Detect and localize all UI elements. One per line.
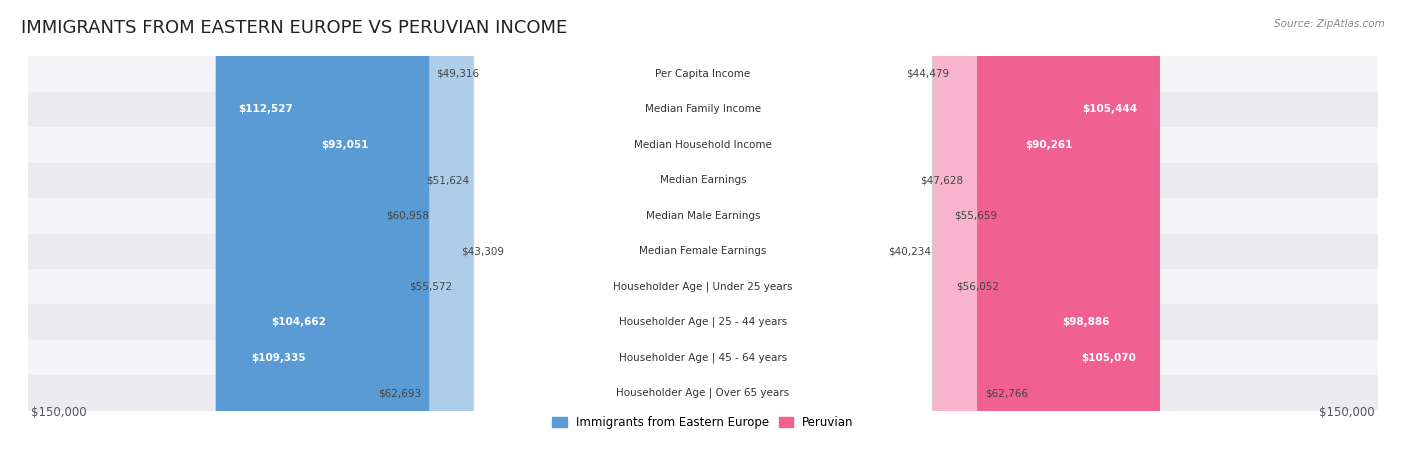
FancyBboxPatch shape: [474, 0, 932, 467]
FancyBboxPatch shape: [28, 269, 1378, 304]
Text: $43,309: $43,309: [461, 246, 505, 256]
FancyBboxPatch shape: [697, 0, 948, 467]
FancyBboxPatch shape: [28, 234, 1378, 269]
FancyBboxPatch shape: [299, 0, 709, 467]
FancyBboxPatch shape: [697, 0, 880, 467]
FancyBboxPatch shape: [477, 0, 709, 467]
Text: $93,051: $93,051: [322, 140, 368, 150]
Text: $62,693: $62,693: [378, 388, 422, 398]
Text: $150,000: $150,000: [1319, 406, 1375, 419]
FancyBboxPatch shape: [28, 198, 1378, 234]
Text: Householder Age | 45 - 64 years: Householder Age | 45 - 64 years: [619, 353, 787, 363]
Text: $55,572: $55,572: [409, 282, 451, 292]
Text: Median Family Income: Median Family Income: [645, 104, 761, 114]
FancyBboxPatch shape: [429, 0, 709, 467]
FancyBboxPatch shape: [215, 0, 709, 467]
Text: Householder Age | Under 25 years: Householder Age | Under 25 years: [613, 282, 793, 292]
Text: Median Female Earnings: Median Female Earnings: [640, 246, 766, 256]
FancyBboxPatch shape: [697, 0, 898, 467]
FancyBboxPatch shape: [474, 0, 932, 467]
Text: $49,316: $49,316: [436, 69, 479, 79]
Legend: Immigrants from Eastern Europe, Peruvian: Immigrants from Eastern Europe, Peruvian: [547, 411, 859, 433]
Text: $112,527: $112,527: [238, 104, 292, 114]
Text: $62,766: $62,766: [984, 388, 1028, 398]
Text: IMMIGRANTS FROM EASTERN EUROPE VS PERUVIAN INCOME: IMMIGRANTS FROM EASTERN EUROPE VS PERUVI…: [21, 19, 568, 37]
FancyBboxPatch shape: [28, 56, 1378, 92]
FancyBboxPatch shape: [474, 0, 932, 467]
Text: Householder Age | 25 - 44 years: Householder Age | 25 - 44 years: [619, 317, 787, 327]
FancyBboxPatch shape: [697, 0, 1095, 467]
FancyBboxPatch shape: [28, 304, 1378, 340]
Text: Median Male Earnings: Median Male Earnings: [645, 211, 761, 221]
FancyBboxPatch shape: [229, 0, 709, 467]
FancyBboxPatch shape: [437, 0, 709, 467]
FancyBboxPatch shape: [486, 0, 709, 467]
Text: $56,052: $56,052: [956, 282, 1000, 292]
FancyBboxPatch shape: [474, 0, 932, 467]
Text: $40,234: $40,234: [889, 246, 931, 256]
Text: $60,958: $60,958: [385, 211, 429, 221]
Text: Householder Age | Over 65 years: Householder Age | Over 65 years: [616, 388, 790, 398]
FancyBboxPatch shape: [28, 127, 1378, 163]
Text: $105,444: $105,444: [1083, 104, 1137, 114]
FancyBboxPatch shape: [697, 0, 912, 467]
FancyBboxPatch shape: [460, 0, 709, 467]
Text: $150,000: $150,000: [31, 406, 87, 419]
FancyBboxPatch shape: [474, 0, 932, 467]
Text: $105,070: $105,070: [1081, 353, 1136, 363]
Text: Median Household Income: Median Household Income: [634, 140, 772, 150]
Text: $44,479: $44,479: [907, 69, 949, 79]
Text: $109,335: $109,335: [252, 353, 307, 363]
FancyBboxPatch shape: [474, 0, 932, 467]
Text: $55,659: $55,659: [955, 211, 997, 221]
FancyBboxPatch shape: [512, 0, 709, 467]
FancyBboxPatch shape: [697, 0, 1159, 467]
FancyBboxPatch shape: [28, 92, 1378, 127]
FancyBboxPatch shape: [249, 0, 709, 467]
FancyBboxPatch shape: [28, 163, 1378, 198]
FancyBboxPatch shape: [28, 340, 1378, 375]
FancyBboxPatch shape: [474, 0, 932, 467]
Text: $51,624: $51,624: [426, 175, 470, 185]
FancyBboxPatch shape: [697, 0, 946, 467]
FancyBboxPatch shape: [28, 375, 1378, 411]
Text: $47,628: $47,628: [920, 175, 963, 185]
Text: $104,662: $104,662: [271, 317, 326, 327]
FancyBboxPatch shape: [697, 0, 1132, 467]
Text: Per Capita Income: Per Capita Income: [655, 69, 751, 79]
Text: $98,886: $98,886: [1062, 317, 1109, 327]
Text: Source: ZipAtlas.com: Source: ZipAtlas.com: [1274, 19, 1385, 28]
Text: $90,261: $90,261: [1025, 140, 1073, 150]
Text: Median Earnings: Median Earnings: [659, 175, 747, 185]
FancyBboxPatch shape: [697, 0, 977, 467]
FancyBboxPatch shape: [697, 0, 1160, 467]
FancyBboxPatch shape: [474, 0, 932, 467]
FancyBboxPatch shape: [474, 0, 932, 467]
FancyBboxPatch shape: [474, 0, 932, 467]
